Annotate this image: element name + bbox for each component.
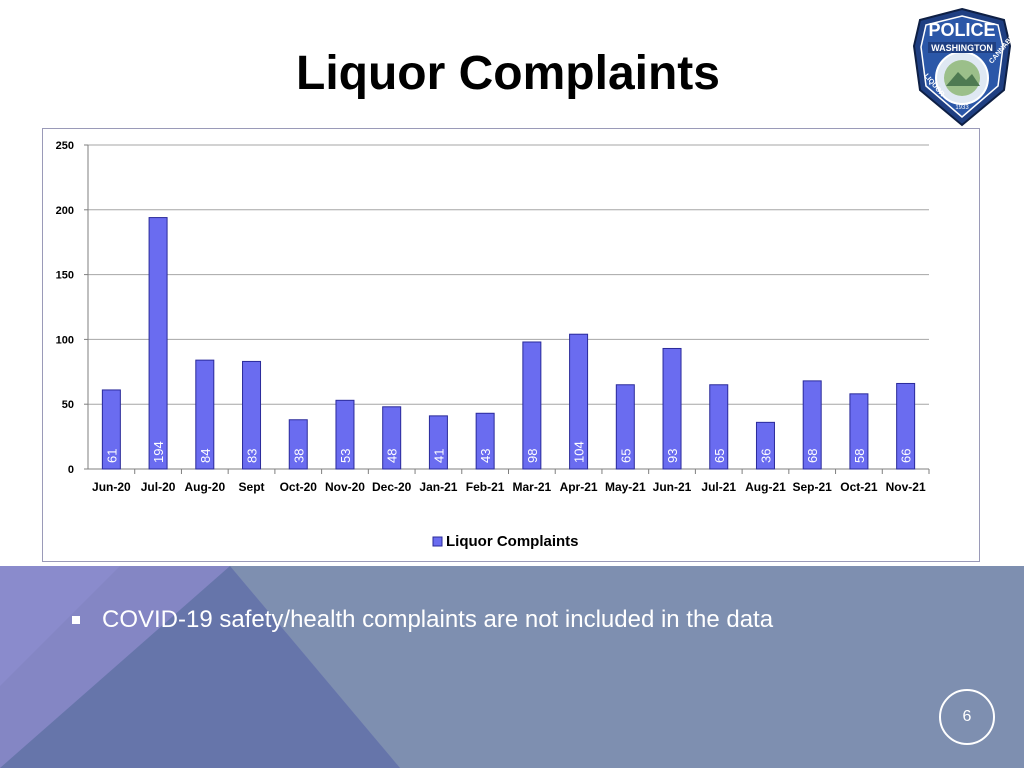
- data-label-Jun-21: 93: [665, 449, 680, 463]
- x-tick-label-Sept: Sept: [239, 480, 265, 494]
- y-tick-label-150: 150: [56, 270, 74, 282]
- bar-Jan-21: [428, 415, 448, 470]
- x-tick-label-Jan-21: Jan-21: [419, 480, 457, 494]
- x-tick-label-Feb-21: Feb-21: [466, 480, 505, 494]
- data-label-Mar-21: 98: [525, 449, 540, 463]
- bar-Aug-21: [755, 421, 775, 470]
- data-label-Aug-20: 84: [198, 449, 213, 463]
- x-tick-label-Sep-21: Sep-21: [793, 480, 833, 494]
- bar-Oct-20: [288, 419, 308, 470]
- data-label-Oct-20: 38: [291, 449, 306, 463]
- bullet-text: COVID-19 safety/health complaints are no…: [102, 606, 774, 633]
- x-tick-label-Apr-21: Apr-21: [560, 480, 598, 494]
- x-tick-label-Jun-20: Jun-20: [92, 480, 131, 494]
- bar-Nov-20: [335, 399, 355, 470]
- bar-Jul-21: [709, 384, 729, 470]
- bar-Apr-21: [569, 333, 589, 470]
- data-label-Apr-21: 104: [572, 441, 587, 463]
- y-tick-label-100: 100: [56, 334, 74, 346]
- y-tick-label-50: 50: [62, 399, 74, 411]
- x-tick-label-Oct-21: Oct-21: [840, 480, 878, 494]
- legend-swatch: [432, 536, 443, 547]
- data-label-Nov-20: 53: [338, 449, 353, 463]
- x-tick-label-Nov-20: Nov-20: [325, 480, 365, 494]
- bar-Jul-20: [148, 217, 168, 470]
- page-number: 6: [939, 689, 995, 745]
- bar-Sept: [242, 360, 262, 470]
- x-tick-label-Oct-20: Oct-20: [280, 480, 318, 494]
- police-badge-icon: POLICE WASHINGTON LIQUOR CANNABIS 1933: [912, 7, 1016, 127]
- x-tick-label-Nov-21: Nov-21: [886, 480, 926, 494]
- data-label-Aug-21: 36: [758, 449, 773, 463]
- y-tick-label-0: 0: [68, 464, 74, 476]
- footer-band: [0, 566, 1024, 768]
- x-tick-label-Mar-21: Mar-21: [513, 480, 552, 494]
- x-tick-label-Dec-20: Dec-20: [372, 480, 412, 494]
- data-label-Jun-20: 61: [104, 449, 119, 463]
- y-tick-label-250: 250: [56, 140, 74, 152]
- chart-frame: 0 50 100 150 200 250 Jun-20 61 Jul-20 194 Aug-20 84…: [42, 128, 980, 562]
- data-label-May-21: 65: [618, 449, 633, 463]
- x-tick-label-May-21: May-21: [605, 480, 646, 494]
- bar-Dec-20: [382, 406, 402, 470]
- bar-chart: 0 50 100 150 200 250 Jun-20 61 Jul-20 194 Aug-20 84…: [56, 140, 930, 550]
- x-tick-label-Jun-21: Jun-21: [653, 480, 692, 494]
- x-tick-label-Aug-20: Aug-20: [184, 480, 225, 494]
- badge-year: 1933: [955, 105, 969, 111]
- x-tick-label-Aug-21: Aug-21: [745, 480, 786, 494]
- data-label-Jul-21: 65: [712, 449, 727, 463]
- slide-title: Liquor Complaints: [296, 47, 720, 100]
- data-label-Oct-21: 58: [852, 449, 867, 463]
- bar-Jun-20: [101, 389, 121, 470]
- bar-May-21: [615, 384, 635, 470]
- bar-Sep-21: [802, 380, 822, 470]
- bar-Oct-21: [849, 393, 869, 470]
- data-label-Feb-21: 43: [478, 449, 493, 463]
- y-tick-label-200: 200: [56, 205, 74, 217]
- data-label-Nov-21: 66: [899, 449, 914, 463]
- data-label-Dec-20: 48: [385, 449, 400, 463]
- bar-Feb-21: [475, 412, 495, 470]
- data-label-Sept: 83: [245, 449, 260, 463]
- bar-Aug-20: [195, 359, 215, 470]
- data-label-Jul-20: 194: [151, 441, 166, 463]
- data-label-Sep-21: 68: [805, 449, 820, 463]
- badge-band-text: WASHINGTON: [931, 43, 993, 53]
- legend-label: Liquor Complaints: [446, 533, 579, 550]
- bullet-item: COVID-19 safety/health complaints are no…: [72, 606, 773, 634]
- bar-Nov-21: [896, 382, 916, 470]
- x-tick-label-Jul-21: Jul-21: [701, 480, 736, 494]
- bar-Jun-21: [662, 347, 682, 470]
- bullet-square-icon: [72, 616, 80, 624]
- footer-decoration: [0, 566, 400, 768]
- badge-top-text: POLICE: [928, 20, 995, 40]
- data-label-Jan-21: 41: [431, 449, 446, 463]
- bar-Mar-21: [522, 341, 542, 470]
- x-tick-label-Jul-20: Jul-20: [141, 480, 176, 494]
